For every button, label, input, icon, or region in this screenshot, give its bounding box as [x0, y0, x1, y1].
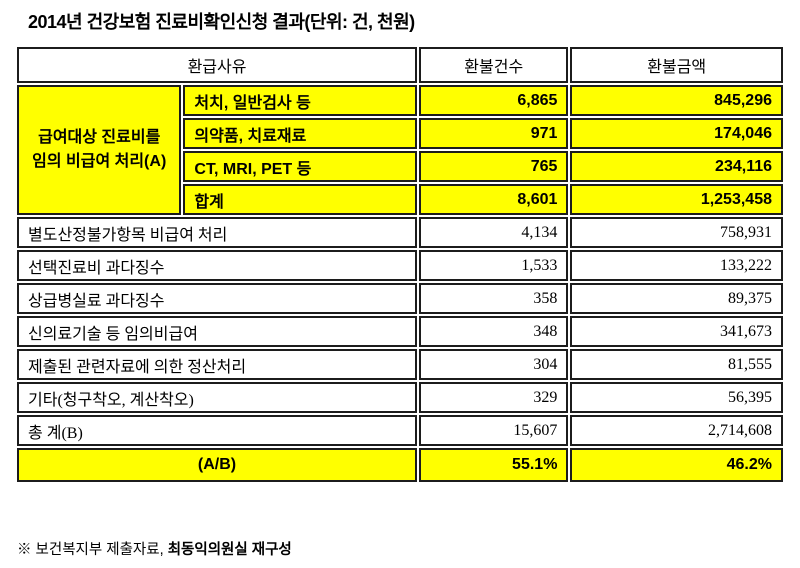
ratio-count: 55.1% — [419, 448, 569, 482]
table-row-ratio: (A/B) 55.1% 46.2% — [17, 448, 783, 482]
group-a-merged-label: 급여대상 진료비를 임의 비급여 처리(A) — [17, 85, 182, 215]
page-title: 2014년 건강보험 진료비확인신청 결과(단위: 건, 천원) — [28, 12, 415, 32]
row-amount: 89,375 — [570, 283, 783, 314]
footnote-source: ※ 보건복지부 제출자료, — [17, 542, 168, 558]
row-amount: 2,714,608 — [570, 415, 783, 446]
col-header-reason: 환급사유 — [17, 47, 418, 83]
table-row: 제출된 관련자료에 의한 정산처리 304 81,555 — [17, 349, 783, 380]
footnote-credit: 최동익의원실 재구성 — [167, 542, 292, 558]
col-header-count: 환불건수 — [419, 47, 569, 83]
row-amount: 174,046 — [570, 118, 783, 149]
row-count: 6,865 — [419, 85, 569, 116]
table-row: 상급병실료 과다징수 358 89,375 — [17, 283, 783, 314]
row-count: 15,607 — [419, 415, 569, 446]
row-label: 기타(청구착오, 계산착오) — [17, 382, 418, 413]
table-row: 선택진료비 과다징수 1,533 133,222 — [17, 250, 783, 281]
ratio-label: (A/B) — [17, 448, 418, 482]
row-label: CT, MRI, PET 등 — [183, 151, 418, 182]
row-count: 304 — [419, 349, 569, 380]
row-amount: 234,116 — [570, 151, 783, 182]
ratio-amount: 46.2% — [570, 448, 783, 482]
row-label: 처치, 일반검사 등 — [183, 85, 418, 116]
table-header-row: 환급사유 환불건수 환불금액 — [17, 47, 783, 83]
row-amount: 133,222 — [570, 250, 783, 281]
row-amount: 845,296 — [570, 85, 783, 116]
row-label: 신의료기술 등 임의비급여 — [17, 316, 418, 347]
row-label: 상급병실료 과다징수 — [17, 283, 418, 314]
row-count: 8,601 — [419, 184, 569, 215]
row-label: 선택진료비 과다징수 — [17, 250, 418, 281]
table-row: 별도산정불가항목 비급여 처리 4,134 758,931 — [17, 217, 783, 248]
table-row: 신의료기술 등 임의비급여 348 341,673 — [17, 316, 783, 347]
row-count: 358 — [419, 283, 569, 314]
row-count: 765 — [419, 151, 569, 182]
row-label: 제출된 관련자료에 의한 정산처리 — [17, 349, 418, 380]
row-count: 348 — [419, 316, 569, 347]
row-count: 329 — [419, 382, 569, 413]
row-count: 4,134 — [419, 217, 569, 248]
row-amount: 758,931 — [570, 217, 783, 248]
table-row-group-a-3: CT, MRI, PET 등 765 234,116 — [17, 151, 783, 182]
col-header-amount: 환불금액 — [570, 47, 783, 83]
table-row: 기타(청구착오, 계산착오) 329 56,395 — [17, 382, 783, 413]
footnote: ※ 보건복지부 제출자료, 최동익의원실 재구성 — [17, 538, 292, 559]
refund-table: 환급사유 환불건수 환불금액 급여대상 진료비를 임의 비급여 처리(A) 처치… — [15, 45, 785, 484]
row-label: 총 계(B) — [17, 415, 418, 446]
table-row-group-a-subtotal: 합계 8,601 1,253,458 — [17, 184, 783, 215]
table-row-group-a-1: 급여대상 진료비를 임의 비급여 처리(A) 처치, 일반검사 등 6,865 … — [17, 85, 783, 215]
group-a-label-line1: 급여대상 진료비를 — [38, 129, 161, 146]
row-count: 1,533 — [419, 250, 569, 281]
table-row-group-a-2: 의약품, 치료재료 971 174,046 — [17, 118, 783, 149]
row-amount: 1,253,458 — [570, 184, 783, 215]
row-label: 합계 — [183, 184, 418, 215]
table-row-total: 총 계(B) 15,607 2,714,608 — [17, 415, 783, 446]
group-a-label-line2: 임의 비급여 처리(A) — [32, 153, 167, 170]
row-label: 별도산정불가항목 비급여 처리 — [17, 217, 418, 248]
row-amount: 341,673 — [570, 316, 783, 347]
row-amount: 81,555 — [570, 349, 783, 380]
row-label: 의약품, 치료재료 — [183, 118, 418, 149]
row-count: 971 — [419, 118, 569, 149]
row-amount: 56,395 — [570, 382, 783, 413]
